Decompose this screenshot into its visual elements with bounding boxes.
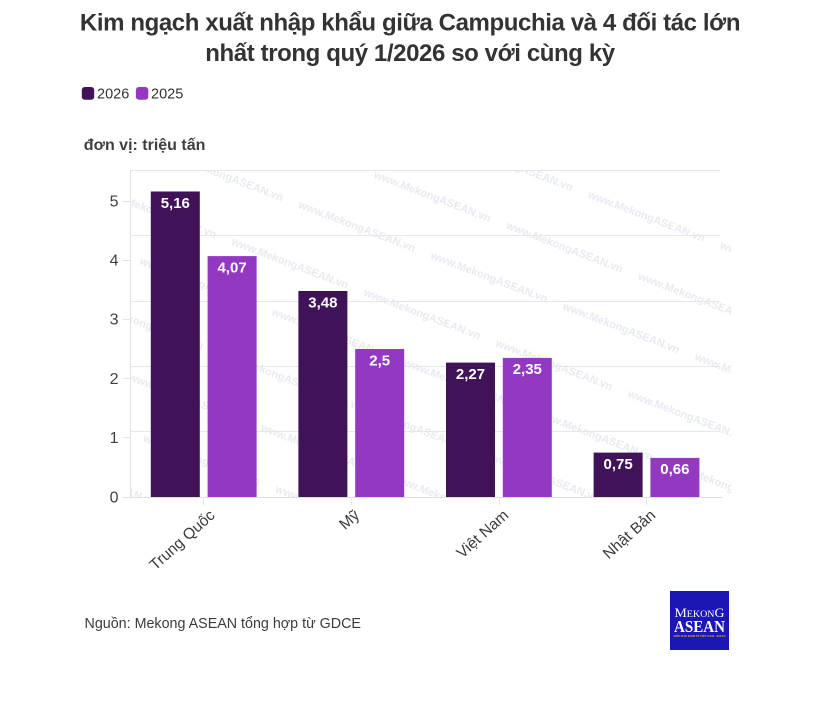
svg-text:Kim ngạch xuất nhập khẩu giữa: Kim ngạch xuất nhập khẩu giữa Campuchia … bbox=[80, 10, 740, 37]
svg-text:đơn vị: triệu tấn: đơn vị: triệu tấn bbox=[84, 137, 206, 154]
svg-text:3: 3 bbox=[110, 312, 119, 329]
svg-text:4: 4 bbox=[110, 253, 119, 270]
svg-text:2025: 2025 bbox=[151, 87, 183, 103]
svg-text:0: 0 bbox=[110, 489, 119, 506]
svg-text:0,66: 0,66 bbox=[660, 461, 689, 478]
svg-text:nhất trong quý 1/2026 so với c: nhất trong quý 1/2026 so với cùng kỳ bbox=[205, 40, 615, 67]
svg-text:5: 5 bbox=[110, 193, 119, 210]
svg-text:2: 2 bbox=[110, 371, 119, 388]
svg-text:2026: 2026 bbox=[97, 87, 129, 103]
svg-text:ASEAN: ASEAN bbox=[674, 617, 725, 636]
svg-text:4,07: 4,07 bbox=[217, 259, 246, 276]
svg-text:MekonG: MekonG bbox=[675, 606, 725, 620]
svg-text:Nguồn: Mekong ASEAN tổng hợp t: Nguồn: Mekong ASEAN tổng hợp từ GDCE bbox=[85, 616, 361, 632]
svg-text:5,16: 5,16 bbox=[161, 195, 190, 212]
svg-text:3,48: 3,48 bbox=[308, 294, 337, 311]
svg-text:2,35: 2,35 bbox=[513, 361, 542, 378]
svg-text:DIỄN ĐÀN KINH TẾ VIỆT NAM - AS: DIỄN ĐÀN KINH TẾ VIỆT NAM - ASEAN bbox=[674, 633, 726, 638]
svg-text:2,27: 2,27 bbox=[456, 366, 485, 383]
svg-text:1: 1 bbox=[110, 430, 119, 447]
svg-text:2,5: 2,5 bbox=[369, 352, 390, 369]
svg-text:0,75: 0,75 bbox=[603, 456, 632, 473]
